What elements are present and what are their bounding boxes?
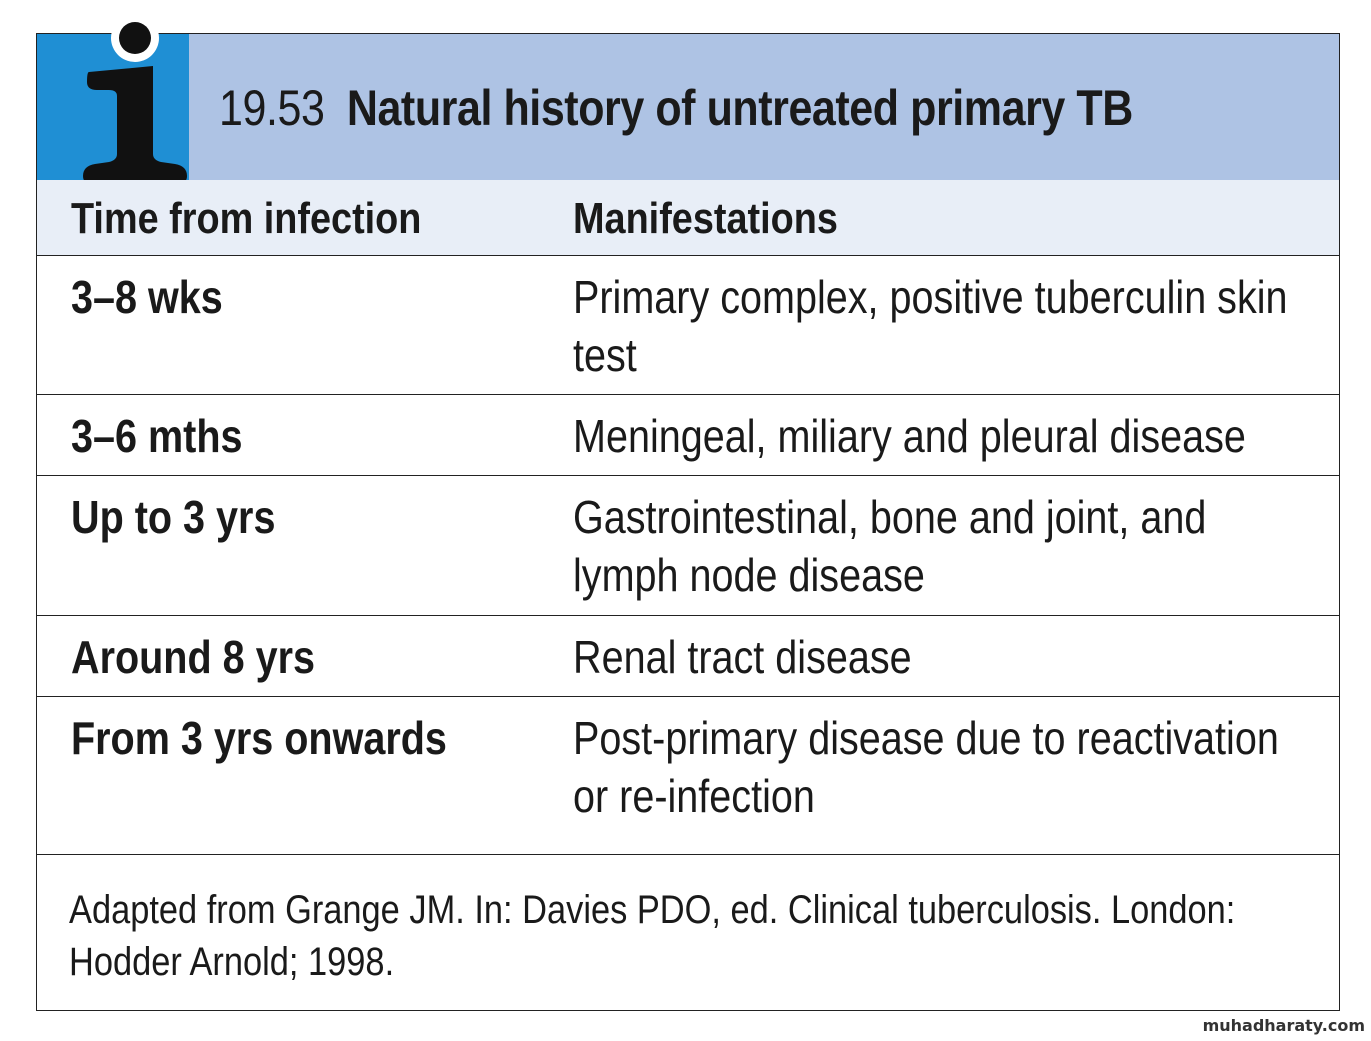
time-cell: 3–6 mths (71, 410, 243, 462)
info-icon (83, 14, 187, 184)
manifestation-cell: Meningeal, miliary and pleural disease (573, 410, 1246, 462)
manifestation-cell: Gastrointestinal, bone and joint, and ly… (573, 491, 1207, 601)
column-header-time: Time from infection (71, 194, 422, 243)
column-header-manifestations: Manifestations (573, 194, 838, 243)
time-cell: Up to 3 yrs (71, 491, 276, 543)
table-row: Up to 3 yrs Gastrointestinal, bone and j… (37, 476, 1339, 616)
table-title-text: Natural history of untreated primary TB (346, 80, 1133, 136)
table-row: 3–6 mths Meningeal, miliary and pleural … (37, 395, 1339, 476)
table-number: 19.53 (219, 80, 325, 136)
time-cell: Around 8 yrs (71, 631, 316, 683)
table-row: From 3 yrs onwards Post-primary disease … (37, 697, 1339, 855)
manifestation-cell: Renal tract disease (573, 631, 912, 683)
table-row: 3–8 wks Primary complex, positive tuberc… (37, 256, 1339, 395)
icon-block (37, 34, 189, 180)
table-title: 19.53 Natural history of untreated primar… (219, 80, 1133, 136)
time-cell: From 3 yrs onwards (71, 712, 447, 764)
title-bar: 19.53 Natural history of untreated primar… (37, 14, 1339, 184)
time-cell: 3–8 wks (71, 271, 223, 323)
watermark: muhadharaty.com (1202, 1016, 1365, 1035)
info-box: 19.53 Natural history of untreated primar… (36, 14, 1340, 1011)
table-row: Around 8 yrs Renal tract disease (37, 616, 1339, 697)
source-citation: Adapted from Grange JM. In: Davies PDO, … (69, 888, 1236, 984)
manifestation-cell: Post-primary disease due to reactivation… (573, 712, 1279, 822)
table-header-row: Time from infection Manifestations (37, 180, 1339, 256)
manifestation-cell: Primary complex, positive tuberculin ski… (573, 271, 1288, 381)
